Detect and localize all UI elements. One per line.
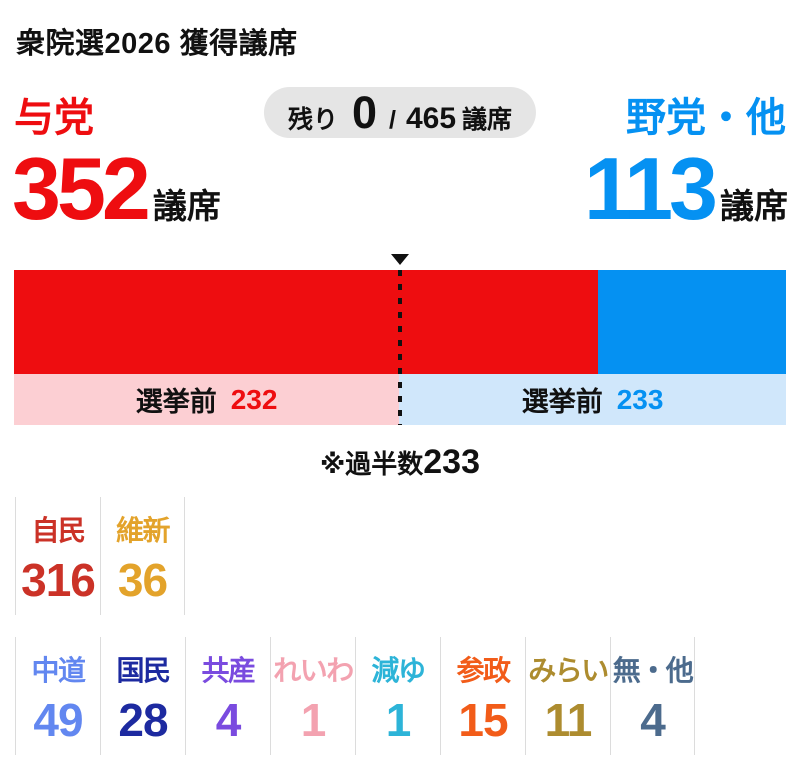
party-name: 無・他 xyxy=(612,655,694,686)
bar-segment-ruling xyxy=(14,270,599,374)
page-title: 衆院選2026 獲得議席 xyxy=(16,28,298,60)
party-seats: 36 xyxy=(117,554,168,606)
seat-bar xyxy=(14,270,786,374)
party-card-sansei: 参政 15 xyxy=(440,637,525,755)
majority-note: ※過半数233 xyxy=(0,443,800,482)
pre-election-seats-ruling: 232 xyxy=(230,383,278,415)
party-card-chudo: 中道 49 xyxy=(15,637,100,755)
party-name: 共産 xyxy=(201,655,256,686)
party-name: 減ゆ xyxy=(371,655,426,686)
pre-band-ruling: 選挙前 232 xyxy=(14,374,400,425)
party-name: 国民 xyxy=(116,655,171,686)
majority-note-value: 233 xyxy=(423,443,480,481)
party-seats: 1 xyxy=(385,694,412,746)
party-cards-ruling-row: 自民 316 維新 36 xyxy=(15,497,185,615)
opposition-seats-number: 113 xyxy=(584,139,718,238)
party-seats: 49 xyxy=(33,694,83,746)
party-seats: 15 xyxy=(458,694,508,746)
party-name: 維新 xyxy=(115,515,171,546)
total-seats: 465 xyxy=(405,102,457,135)
pre-election-label-ruling: 選挙前 xyxy=(135,387,217,417)
opposition-seats-figure: 113 議席 xyxy=(584,139,788,238)
party-card-ishin: 維新 36 xyxy=(100,497,185,615)
seat-bar-chart: 選挙前 232 選挙前 233 xyxy=(14,254,786,425)
opposition-party-label: 野党・他 xyxy=(626,96,786,140)
ruling-seats-figure: 352 議席 xyxy=(12,139,221,238)
party-name: みらい xyxy=(528,655,609,686)
pre-election-seats-opposition: 233 xyxy=(616,383,664,415)
ruling-party-label: 与党 xyxy=(14,96,94,140)
party-card-kokumin: 国民 28 xyxy=(100,637,185,755)
bar-segment-opposition xyxy=(598,270,786,374)
party-seats: 316 xyxy=(21,554,96,606)
majority-threshold-line xyxy=(391,254,409,425)
pre-band-opposition: 選挙前 233 xyxy=(399,374,786,425)
ruling-seats-unit: 議席 xyxy=(152,188,221,227)
majority-note-prefix: ※過半数 xyxy=(319,449,424,479)
pre-election-label-opposition: 選挙前 xyxy=(521,387,603,417)
remaining-value: 0 xyxy=(351,87,378,138)
party-card-genyu: 減ゆ 1 xyxy=(355,637,440,755)
party-seats: 4 xyxy=(215,694,242,746)
ruling-seats-number: 352 xyxy=(12,139,151,238)
party-card-mirai: みらい 11 xyxy=(525,637,610,755)
party-card-jimin: 自民 316 xyxy=(15,497,100,615)
remaining-seats-pill: 残り 0 / 465 議席 xyxy=(263,87,537,138)
party-name: 中道 xyxy=(31,655,86,686)
remaining-unit: 議席 xyxy=(462,106,513,134)
remaining-prefix: 残り xyxy=(287,106,338,134)
party-seats: 11 xyxy=(544,694,593,746)
party-seats: 4 xyxy=(640,694,666,746)
remaining-separator: / xyxy=(389,106,396,134)
party-card-kyosan: 共産 4 xyxy=(185,637,270,755)
pre-election-band: 選挙前 232 選挙前 233 xyxy=(14,374,786,425)
party-name: 参政 xyxy=(456,655,511,686)
party-seats: 1 xyxy=(300,694,327,746)
majority-pointer-icon xyxy=(391,254,409,265)
party-cards-opposition-row: 中道 49 国民 28 共産 4 れいわ 1 減ゆ 1 参政 15 みらい 11… xyxy=(15,637,695,755)
party-name: れいわ xyxy=(273,655,354,686)
opposition-seats-unit: 議席 xyxy=(720,188,788,227)
party-card-mu-ta: 無・他 4 xyxy=(610,637,695,755)
party-seats: 28 xyxy=(118,694,168,746)
party-name: 自民 xyxy=(31,515,86,546)
party-card-reiwa: れいわ 1 xyxy=(270,637,355,755)
